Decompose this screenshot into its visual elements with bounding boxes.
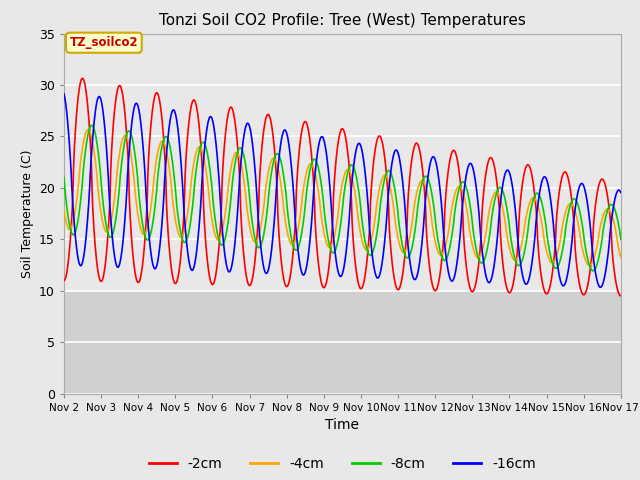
Line: -2cm: -2cm [64,78,621,296]
-2cm [617,293,625,299]
-4cm [60,207,68,213]
Title: Tonzi Soil CO2 Profile: Tree (West) Temperatures: Tonzi Soil CO2 Profile: Tree (West) Temp… [159,13,526,28]
-2cm [504,289,512,295]
-4cm [84,127,92,132]
-4cm [504,240,512,246]
-16cm [596,285,604,290]
-16cm [504,168,512,173]
Line: -8cm: -8cm [64,125,621,271]
-8cm [88,122,96,128]
-8cm [60,175,68,180]
-2cm [216,237,223,243]
-2cm [359,284,367,289]
Legend: -2cm, -4cm, -8cm, -16cm: -2cm, -4cm, -8cm, -16cm [143,452,541,477]
-4cm [216,236,223,241]
-2cm [60,277,68,283]
Y-axis label: Soil Temperature (C): Soil Temperature (C) [20,149,33,278]
-16cm [583,198,591,204]
-2cm [79,75,86,81]
Bar [64,291,621,394]
-16cm [358,150,366,156]
-2cm [371,150,379,156]
-2cm [584,285,591,290]
-4cm [584,261,591,267]
Line: -4cm: -4cm [64,130,621,265]
-16cm [371,267,378,273]
-16cm [216,180,223,186]
-4cm [371,218,379,224]
-8cm [617,237,625,242]
-4cm [359,240,367,246]
-8cm [216,239,223,245]
-2cm [568,198,575,204]
-8cm [589,268,596,274]
-16cm [568,242,575,248]
-8cm [359,223,367,228]
-8cm [371,242,379,248]
-16cm [617,190,625,195]
-8cm [568,198,575,204]
-8cm [504,215,512,221]
X-axis label: Time: Time [325,418,360,432]
-16cm [60,91,68,96]
Text: TZ_soilco2: TZ_soilco2 [70,36,138,49]
Line: -16cm: -16cm [64,94,621,288]
-4cm [617,254,625,260]
-4cm [586,263,593,268]
-4cm [568,201,575,207]
-8cm [584,254,591,260]
